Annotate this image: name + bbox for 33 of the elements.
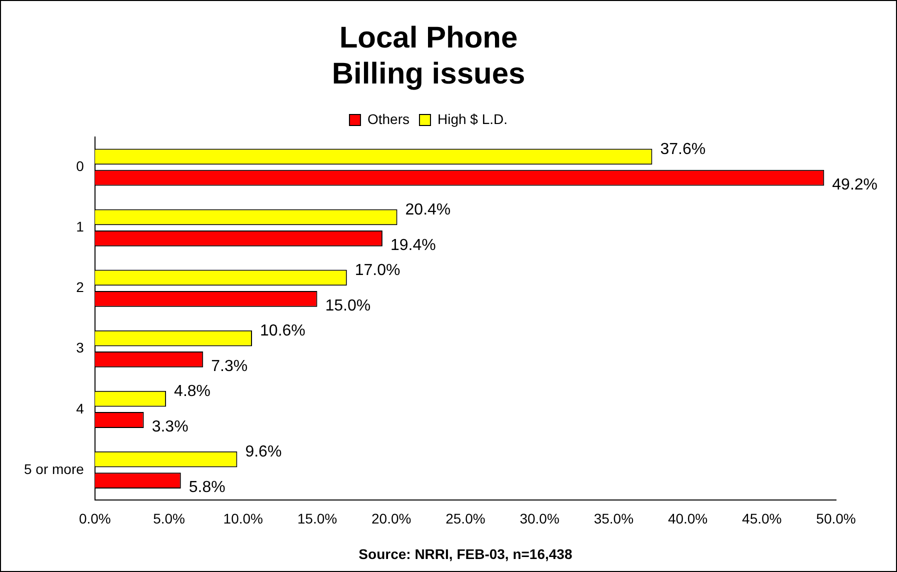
data-label: 4.8% (174, 383, 211, 400)
data-label: 10.6% (260, 322, 306, 340)
x-tick-label: 20.0% (371, 510, 412, 526)
legend-label: Others (367, 110, 410, 127)
x-tick-label: 40.0% (668, 510, 708, 526)
data-label: 19.4% (390, 236, 436, 254)
x-tick-label: 15.0% (297, 510, 338, 526)
x-tick-label: 35.0% (594, 510, 634, 526)
data-label: 3.3% (152, 418, 188, 436)
x-tick-label: 5.0% (153, 510, 185, 526)
chart-title: Local Phone Billing issues (332, 21, 526, 90)
data-label: 7.3% (211, 358, 248, 375)
y-tick-label: 1 (76, 218, 84, 235)
data-label: 15.0% (325, 297, 371, 314)
legend-label: High $ L.D. (437, 110, 508, 127)
x-tick-label: 0.0% (78, 510, 111, 526)
x-tick-label: 50.0% (816, 510, 856, 526)
y-tick-label: 5 or more (24, 460, 84, 477)
data-label: 37.6% (660, 141, 706, 158)
x-tick-label: 10.0% (223, 510, 263, 526)
y-tick-label: 4 (76, 400, 84, 416)
data-label: 9.6% (245, 444, 282, 461)
y-tick-label: 0 (76, 158, 84, 174)
x-tick-label: 30.0% (520, 510, 560, 526)
source-note: Source: NRRI, FEB-03, n=16,438 (358, 546, 572, 562)
data-label: 17.0% (354, 262, 400, 280)
data-label: 5.8% (188, 478, 226, 496)
data-label: 49.2% (832, 176, 878, 194)
y-tick-label: 2 (76, 279, 84, 296)
y-tick-label: 3 (76, 340, 84, 356)
x-tick-label: 45.0% (742, 510, 782, 526)
x-tick-label: 25.0% (446, 510, 486, 526)
data-label: 20.4% (405, 202, 451, 219)
